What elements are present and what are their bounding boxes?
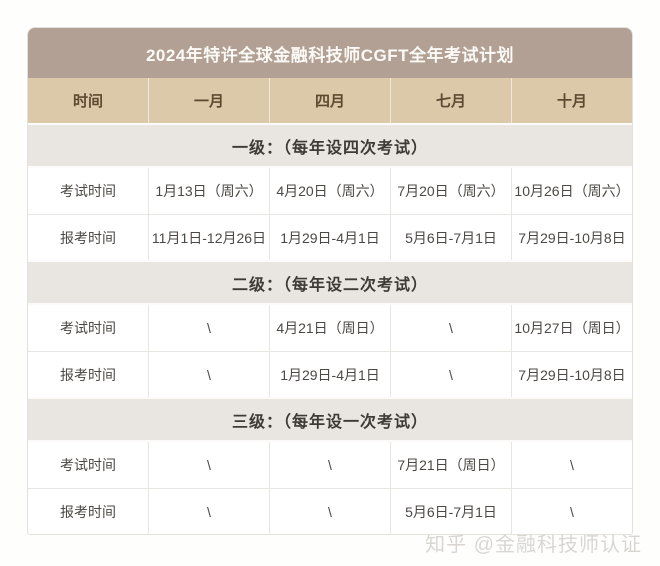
row-label: 考试时间 (60, 457, 116, 473)
column-headers-row: 时间 一月 四月 七月 十月 (28, 78, 632, 123)
exam-schedule-table: 2024年特许全球金融科技师CGFT全年考试计划 时间 一月 四月 七月 十月 … (27, 27, 633, 535)
date-cell: \ (511, 489, 632, 534)
exam-date-row-level1: 考试时间 1月13日（周六） 4月20日（周六） 7月20日（周六） 10月26… (28, 168, 632, 214)
date-cell: 4月21日（周日） (269, 305, 390, 351)
row-label: 报考时间 (60, 366, 116, 383)
date-cell: 7月29日-10月8日 (511, 215, 632, 260)
row-label: 报考时间 (60, 503, 116, 520)
section-header-level3: 三级：（每年设一次考试） (28, 397, 632, 442)
date-cell: 4月20日（周六） (269, 168, 390, 214)
date-cell: 7月21日（周日） (390, 442, 511, 488)
row-label: 考试时间 (60, 183, 116, 199)
date-cell: \ (148, 489, 269, 534)
date-cell: 10月27日（周日） (511, 305, 632, 351)
date-cell: 1月13日（周六） (148, 168, 269, 214)
date-cell: 5月6日-7月1日 (390, 489, 511, 534)
date-cell: \ (148, 352, 269, 397)
row-label: 考试时间 (60, 320, 116, 336)
registration-date-row-level1: 报考时间 11月1日-12月26日 1月29日-4月1日 5月6日-7月1日 7… (28, 214, 632, 260)
registration-date-row-level2: 报考时间 \ 1月29日-4月1日 \ 7月29日-10月8日 (28, 351, 632, 397)
section-header-level2: 二级：（每年设二次考试） (28, 260, 632, 305)
date-cell: \ (390, 305, 511, 351)
date-cell: \ (390, 352, 511, 397)
date-cell: 7月20日（周六） (390, 168, 511, 214)
date-cell: \ (511, 442, 632, 488)
column-header-january: 一月 (148, 78, 269, 123)
row-label: 报考时间 (60, 229, 116, 246)
exam-date-row-level3: 考试时间 \ \ 7月21日（周日） \ (28, 442, 632, 488)
date-cell: \ (269, 442, 390, 488)
date-cell: \ (269, 489, 390, 534)
registration-date-row-level3: 报考时间 \ \ 5月6日-7月1日 \ (28, 488, 632, 534)
column-header-october: 十月 (511, 78, 632, 123)
date-cell: \ (148, 305, 269, 351)
date-cell: 1月29日-4月1日 (269, 352, 390, 397)
column-header-april: 四月 (269, 78, 390, 123)
zhihu-watermark: 知乎 @金融科技师认证 (425, 534, 642, 556)
table-title: 2024年特许全球金融科技师CGFT全年考试计划 (28, 28, 632, 78)
date-cell: \ (148, 442, 269, 488)
column-header-july: 七月 (390, 78, 511, 123)
date-cell: 10月26日（周六） (511, 168, 632, 214)
date-cell: 11月1日-12月26日 (148, 215, 269, 260)
column-header-time: 时间 (72, 93, 103, 110)
date-cell: 7月29日-10月8日 (511, 352, 632, 397)
date-cell: 5月6日-7月1日 (390, 215, 511, 260)
exam-date-row-level2: 考试时间 \ 4月21日（周日） \ 10月27日（周日） (28, 305, 632, 351)
section-header-level1: 一级：（每年设四次考试） (28, 123, 632, 168)
date-cell: 1月29日-4月1日 (269, 215, 390, 260)
